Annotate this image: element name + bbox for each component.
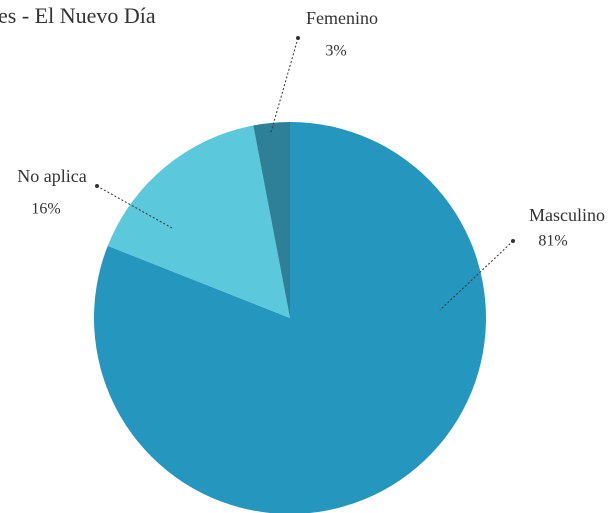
pie-slice [94,122,486,513]
slice-label: Femenino [306,8,378,28]
slice-value: 81% [538,233,567,250]
slice-value: 16% [31,201,60,218]
leader-dot [511,239,515,243]
leader-line [439,240,514,311]
slice-value: 3% [325,43,346,60]
slice-label: No aplica [17,166,86,186]
pie-slice [253,122,290,318]
leader-dot [95,184,99,188]
leader-dot [296,36,300,40]
slice-label: Masculino [529,205,605,225]
chart-title: es - El Nuevo Día [0,3,156,28]
leader-line [270,37,299,133]
pie-slice [107,125,290,318]
